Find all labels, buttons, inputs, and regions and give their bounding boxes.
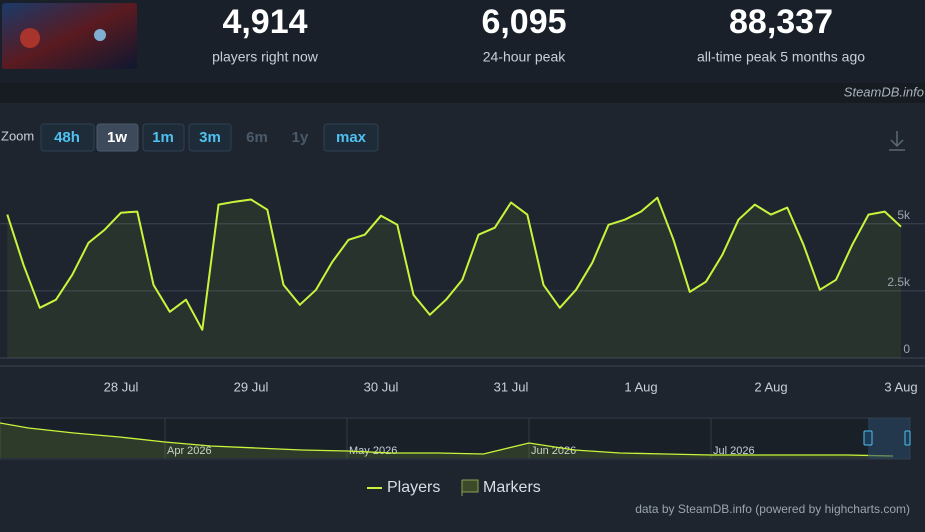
plot xyxy=(0,196,925,359)
stat-label: all-time peak 5 months ago xyxy=(697,49,865,65)
zoom-button-label: 1y xyxy=(292,129,309,146)
art-detail xyxy=(20,28,40,48)
navigator-label: Jul 2026 xyxy=(713,445,755,457)
zoom-button[interactable] xyxy=(142,123,185,152)
zoom-button-active[interactable] xyxy=(96,123,139,152)
brand-strip xyxy=(0,83,925,103)
game-art xyxy=(2,3,137,69)
zoom-button-label[interactable]: 3m xyxy=(199,129,221,146)
x-tick-label: 30 Jul xyxy=(364,379,399,394)
x-tick-label: 2 Aug xyxy=(754,379,787,394)
zoom-button[interactable] xyxy=(40,123,95,152)
y-tick-label: 0 xyxy=(903,342,910,356)
zoom-button-label[interactable]: 1m xyxy=(152,129,174,146)
navigator-handle[interactable] xyxy=(863,430,873,446)
brand: SteamDB.info xyxy=(844,84,924,99)
x-tick-label: 28 Jul xyxy=(104,379,139,394)
stat-number: 88,337 xyxy=(729,3,833,41)
header-bg xyxy=(0,0,925,83)
download-icon[interactable] xyxy=(889,131,905,151)
art-detail xyxy=(94,29,106,41)
x-tick-label: 1 Aug xyxy=(624,379,657,394)
stat-label: players right now xyxy=(212,49,319,65)
legend-marker-icon xyxy=(461,479,479,496)
zoom-button[interactable] xyxy=(323,123,379,152)
zoom-label: Zoom xyxy=(1,128,34,143)
zoom-button-label[interactable]: 48h xyxy=(54,129,80,146)
zoom-button-label: 6m xyxy=(246,129,268,146)
y-tick-label: 5k xyxy=(897,208,911,222)
navigator-label: Apr 2026 xyxy=(167,445,212,457)
navigator-line xyxy=(0,422,894,457)
zoom-button-label[interactable]: max xyxy=(336,129,367,146)
line xyxy=(6,196,902,331)
stat-label: 24-hour peak xyxy=(483,49,567,65)
stat-number: 6,095 xyxy=(481,3,566,41)
zoom-button[interactable] xyxy=(188,123,232,152)
navigator-bg xyxy=(0,417,911,460)
x-tick-label: 29 Jul xyxy=(234,379,269,394)
x-tick-label: 31 Jul xyxy=(494,379,529,394)
y-tick-label: 2.5k xyxy=(887,275,911,289)
navigator-area xyxy=(0,422,893,458)
footer-credit: data by SteamDB.info (powered by highcha… xyxy=(635,502,910,516)
zoom-button-label[interactable]: 1w xyxy=(107,129,127,146)
area xyxy=(7,197,901,358)
legend-label[interactable]: Players xyxy=(387,479,440,496)
stat-number: 4,914 xyxy=(222,3,307,41)
navigator-selection[interactable] xyxy=(868,418,910,459)
navigator-label: May 2026 xyxy=(349,445,397,457)
legend-label[interactable]: Markers xyxy=(483,479,541,496)
navigator-handle[interactable] xyxy=(904,430,911,446)
x-tick-label: 3 Aug xyxy=(884,379,917,394)
